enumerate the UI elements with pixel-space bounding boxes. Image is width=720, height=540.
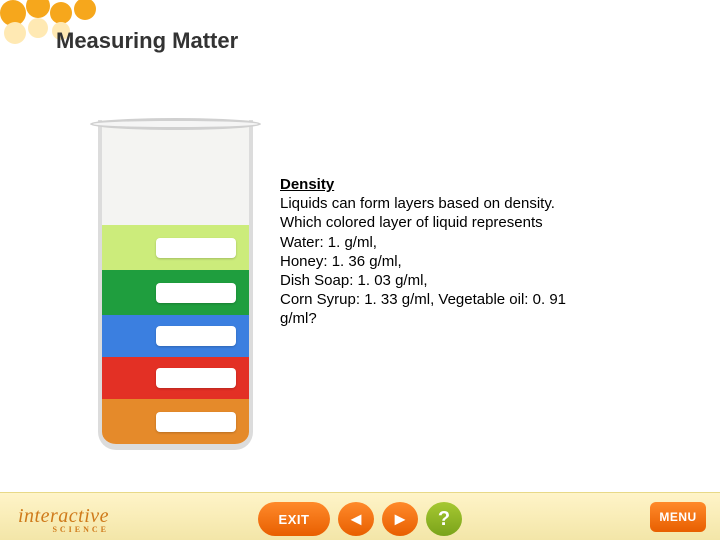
- density-beaker: [90, 120, 262, 450]
- page-title: Measuring Matter: [56, 28, 238, 54]
- nav-controls: EXIT ◄ ► ?: [258, 502, 462, 536]
- menu-button[interactable]: MENU: [650, 502, 706, 532]
- prev-button[interactable]: ◄: [338, 502, 374, 536]
- exit-button[interactable]: EXIT: [258, 502, 330, 536]
- footer: interactive SCIENCE EXIT ◄ ► ? MENU: [0, 492, 720, 540]
- layer-label-input[interactable]: [156, 326, 236, 346]
- layer-label-input[interactable]: [156, 412, 236, 432]
- layer-label-input[interactable]: [156, 238, 236, 258]
- layer-label-input[interactable]: [156, 283, 236, 303]
- content-heading: Density: [280, 176, 334, 193]
- help-button[interactable]: ?: [426, 502, 462, 536]
- brand-logo: interactive SCIENCE: [18, 507, 109, 534]
- content-text: Density Liquids can form layers based on…: [280, 175, 580, 329]
- layer-label-input[interactable]: [156, 368, 236, 388]
- liquid-layer: [102, 120, 249, 225]
- next-button[interactable]: ►: [382, 502, 418, 536]
- content-body: Liquids can form layers based on density…: [280, 195, 566, 327]
